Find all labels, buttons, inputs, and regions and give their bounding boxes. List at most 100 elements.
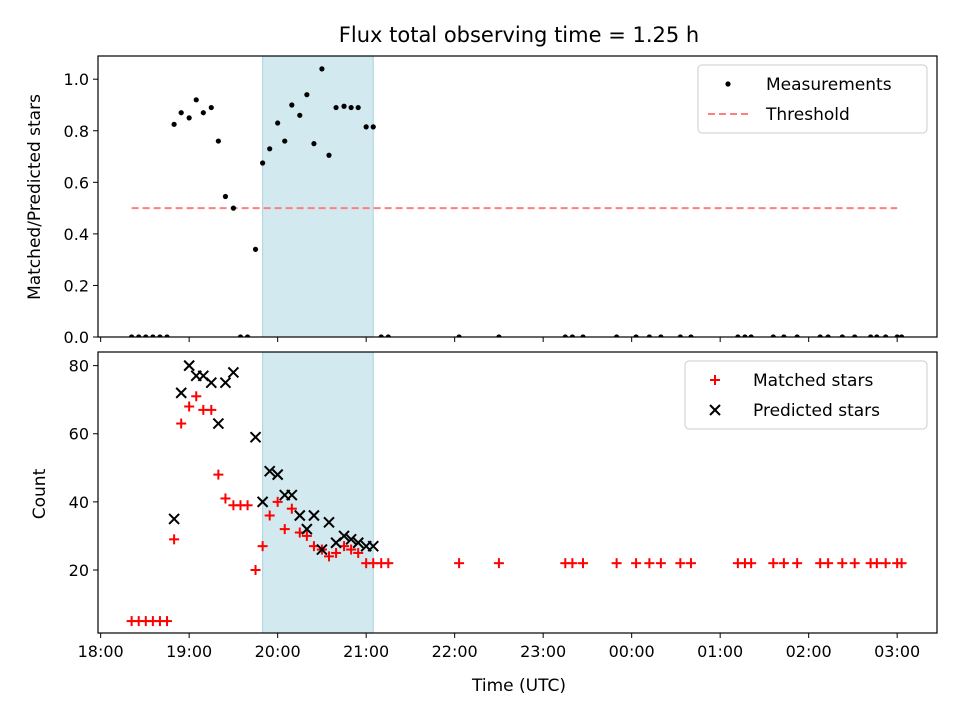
matched-star-point xyxy=(220,493,231,504)
matched-star-point xyxy=(272,496,283,507)
predicted-star-point xyxy=(352,537,364,549)
predicted-star-point-b xyxy=(286,489,298,501)
measurement-point xyxy=(874,334,880,337)
legend-label: Predicted stars xyxy=(753,401,880,421)
measurement-point xyxy=(883,334,889,337)
measurement-point xyxy=(297,112,303,118)
measurement-point xyxy=(355,104,361,111)
predicted-star-point xyxy=(271,468,284,481)
matched-star-point xyxy=(675,558,686,569)
x-tick-label: 18:00 xyxy=(78,642,124,661)
measurement-point xyxy=(230,205,237,211)
matched-star-point xyxy=(213,469,224,480)
top-y-tick-label: 0.6 xyxy=(64,173,89,192)
top-y-tick-label: 0.8 xyxy=(64,122,89,141)
measurement-point xyxy=(363,124,369,130)
top-observing-window xyxy=(262,55,374,338)
measurement-point xyxy=(839,334,845,337)
measurement-point xyxy=(215,138,221,144)
predicted-star-point-b xyxy=(219,376,232,389)
predicted-star-point xyxy=(205,376,217,389)
top-y-tick-label: 0.4 xyxy=(64,225,89,244)
bottom-axes-frame xyxy=(97,351,938,634)
matched-star-point xyxy=(823,558,834,569)
matched-star-point xyxy=(279,524,290,535)
matched-star-point xyxy=(871,558,882,569)
matched-star-point xyxy=(323,551,334,562)
bottom-panel: 18:00 19:00 20:00 21:00 22:00 23:00 00:00 01:00… xyxy=(69,351,938,661)
measurement-point xyxy=(222,193,229,200)
measurement-point xyxy=(825,334,831,337)
x-tick-label: 00:00 xyxy=(609,642,655,661)
top-axes-frame xyxy=(97,55,938,338)
measurement-point xyxy=(580,334,586,337)
measurement-point xyxy=(794,334,800,337)
measurement-point xyxy=(898,334,905,337)
measurement-point xyxy=(646,334,652,337)
bottom-y-tick-label: 20 xyxy=(69,561,89,580)
legend-label: Matched stars xyxy=(753,371,873,391)
measurement-point xyxy=(817,334,823,337)
predicted-star-point xyxy=(168,513,180,525)
legend-label: Threshold xyxy=(765,105,850,125)
x-tick-label: 21:00 xyxy=(343,642,389,661)
measurement-point xyxy=(311,141,317,147)
measurement-point xyxy=(614,334,620,337)
measurement-point xyxy=(868,334,874,337)
matched-star-point xyxy=(353,547,364,558)
matched-star-point xyxy=(264,510,275,521)
measurement-point xyxy=(677,334,683,337)
bottom-plot-area xyxy=(126,359,907,627)
measurement-point xyxy=(171,121,177,127)
matched-star-point xyxy=(242,500,253,511)
predicted-star-point-b xyxy=(301,523,313,535)
legend-predicted-marker-b xyxy=(709,404,721,416)
measurement-point xyxy=(333,104,339,111)
predicted-star-point xyxy=(294,509,306,522)
measurement-point xyxy=(275,120,281,126)
predicted-star-point-b xyxy=(227,366,240,379)
top-y-tick-label: 1.0 xyxy=(64,70,89,89)
x-tick-label: 01:00 xyxy=(697,642,743,661)
measurement-point xyxy=(282,138,288,144)
matched-star-point xyxy=(346,544,357,555)
predicted-star-point-b xyxy=(256,496,269,508)
measurement-point xyxy=(319,66,325,72)
predicted-star-point xyxy=(286,489,298,501)
matched-star-point xyxy=(567,558,578,569)
predicted-star-point xyxy=(212,417,225,430)
measurement-point xyxy=(304,92,310,98)
measurement-point xyxy=(289,102,295,108)
measurement-point xyxy=(688,334,694,337)
matched-star-point xyxy=(331,547,342,558)
measurement-point xyxy=(164,334,170,337)
measurement-point xyxy=(569,334,575,337)
legend-measurement-marker xyxy=(725,81,731,87)
measurement-point xyxy=(370,124,376,130)
measurement-point xyxy=(186,115,192,121)
top-y-axis-label: Matched/Predicted stars xyxy=(25,94,45,300)
matched-star-point xyxy=(792,558,803,569)
matched-star-point xyxy=(849,558,860,569)
matched-star-point xyxy=(191,391,202,402)
x-tick-label: 22:00 xyxy=(432,642,478,661)
matched-star-point xyxy=(768,558,779,569)
predicted-star-point-b xyxy=(183,359,195,372)
matched-star-point xyxy=(778,558,789,569)
matched-star-point xyxy=(837,558,848,569)
x-tick-label: 03:00 xyxy=(874,642,920,661)
measurement-point xyxy=(260,160,266,166)
predicted-star-point xyxy=(338,530,350,542)
measurement-point xyxy=(735,334,741,337)
measurement-point xyxy=(129,334,135,337)
bottom-y-tick-label: 40 xyxy=(69,493,89,512)
predicted-star-point-b xyxy=(323,516,335,529)
measurement-point xyxy=(496,334,502,337)
matched-star-point xyxy=(896,558,907,569)
predicted-star-point-b xyxy=(212,417,225,430)
predicted-star-point xyxy=(316,543,328,556)
predicted-star-point xyxy=(308,509,320,522)
predicted-star-point-b xyxy=(168,513,180,525)
x-tick-label: 02:00 xyxy=(786,642,832,661)
